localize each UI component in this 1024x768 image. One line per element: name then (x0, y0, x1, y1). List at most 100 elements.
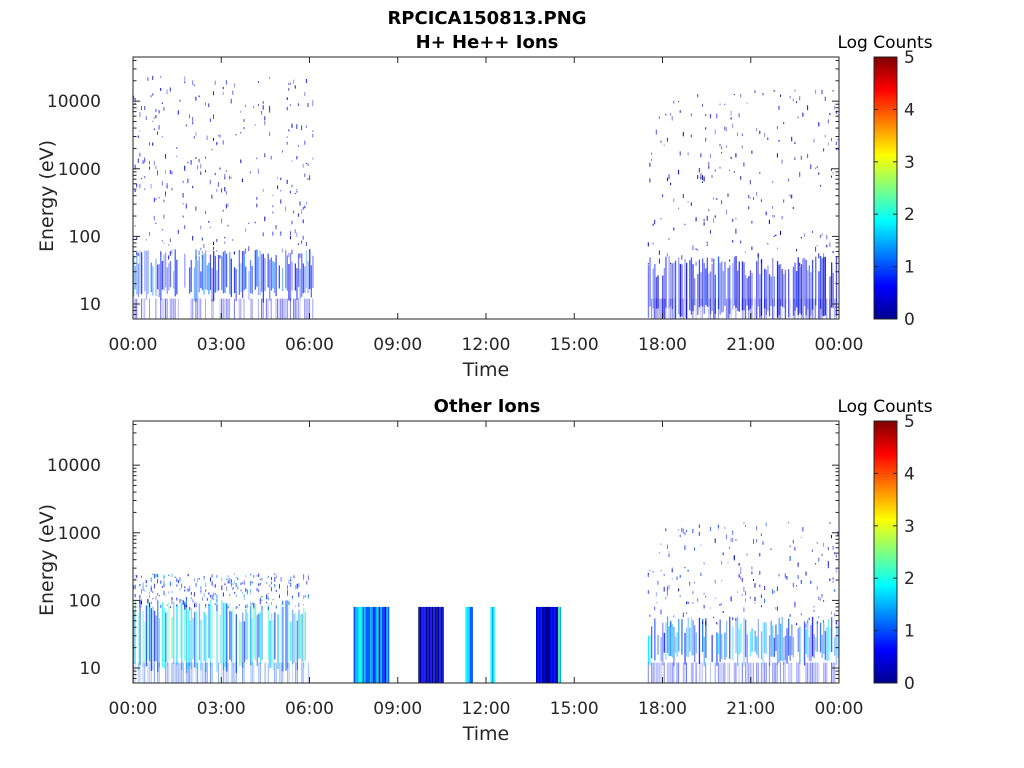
spectrogram-cell (205, 102, 206, 106)
spectrogram-cell (222, 140, 224, 145)
spectrogram-cell (702, 298, 703, 319)
spectrogram-cell (802, 527, 804, 532)
spectrogram-cell (214, 584, 216, 588)
spectrogram-cell (285, 298, 287, 319)
spectrogram-cell (157, 593, 159, 596)
spectrogram-cell (732, 218, 734, 222)
spectrogram-cell (666, 586, 668, 592)
spectrogram-cell (749, 270, 752, 309)
spectrogram-cell (678, 169, 680, 175)
spectrogram-cell (698, 259, 701, 308)
spectrogram-cell (557, 606, 559, 683)
spectrogram-cell (668, 551, 670, 553)
spectrogram-cell (189, 114, 190, 119)
spectrogram-cell (179, 662, 181, 683)
spectrogram-cell (224, 250, 226, 293)
spectrogram-cell (155, 198, 157, 200)
spectrogram-cell (185, 601, 187, 606)
spectrogram-cell (816, 166, 818, 169)
spectrogram-cell (136, 183, 138, 187)
spectrogram-cell (285, 206, 287, 212)
spectrogram-cell (245, 604, 247, 608)
spectrogram-cell (240, 159, 242, 164)
spectrogram-cell (280, 189, 282, 192)
spectrogram-cell (539, 606, 541, 683)
spectrogram-cell (469, 606, 472, 683)
spectrogram-cell (205, 662, 207, 683)
spectrogram-cell (235, 269, 237, 302)
spectrogram-cell (288, 662, 290, 683)
spectrogram-cell (280, 231, 282, 236)
spectrogram-cell (824, 256, 826, 316)
spectrogram-cell (827, 547, 829, 551)
spectrogram-cell (185, 662, 187, 683)
spectrogram-cell (810, 164, 812, 170)
spectrogram-cell (288, 82, 290, 86)
spectrogram-cell (226, 662, 228, 683)
spectrogram-cell (208, 604, 210, 658)
spectrogram-cell (233, 298, 235, 319)
spectrogram-cell (222, 298, 224, 319)
spectrogram-cell (717, 524, 719, 527)
spectrogram-cell (654, 662, 656, 683)
spectrogram-cell (543, 606, 545, 683)
spectrogram-cell (139, 183, 141, 189)
spectrogram-cell (149, 604, 150, 608)
spectrogram-cell (823, 662, 825, 683)
spectrogram-cell (305, 201, 307, 205)
spectrogram-cell (365, 606, 368, 683)
spectrogram-cell (705, 662, 707, 683)
spectrogram-cell (662, 298, 664, 319)
spectrogram-cell (262, 232, 264, 237)
spectrogram-cell (760, 260, 762, 264)
spectrogram-cell (493, 606, 495, 683)
spectrogram-cell (371, 606, 373, 683)
spectrogram-cell (190, 260, 192, 292)
colorbar-tick-label: 0 (904, 674, 915, 694)
spectrogram-cell (303, 604, 305, 606)
spectrogram-cell (216, 270, 218, 292)
spectrogram-cell (221, 218, 223, 224)
spectrogram-cell (824, 630, 826, 660)
spectrogram-cell (721, 580, 723, 582)
spectrogram-cell (299, 201, 301, 206)
spectrogram-cell (729, 259, 731, 262)
spectrogram-cell (702, 175, 703, 180)
spectrogram-cell (789, 635, 791, 661)
spectrogram-cell (706, 241, 708, 244)
spectrogram-cell (784, 270, 787, 319)
spectrogram-cell (651, 159, 652, 161)
spectrogram-cell (299, 254, 301, 258)
spectrogram-cell (275, 225, 277, 230)
spectrogram-cell (293, 79, 295, 84)
spectrogram-cell (829, 113, 831, 116)
spectrogram-cell (168, 591, 170, 594)
spectrogram-cell (245, 609, 247, 660)
spectrogram-cell (144, 298, 146, 319)
spectrogram-cell (261, 298, 263, 319)
spectrogram-cell (275, 605, 277, 608)
spectrogram-cell (134, 594, 136, 598)
spectrogram-cell (660, 217, 662, 220)
spectrogram-cell (729, 616, 731, 659)
spectrogram-cell (807, 154, 809, 158)
spectrogram-cell (147, 599, 149, 604)
spectrogram-cell (686, 612, 687, 614)
spectrogram-cell (225, 191, 227, 195)
spectrogram-cell (280, 177, 282, 181)
spectrogram-cell (784, 635, 787, 661)
spectrogram-cell (242, 612, 244, 668)
spectrogram-cell (289, 298, 291, 319)
spectrogram-cell (203, 592, 205, 598)
spectrogram-cell (783, 274, 785, 308)
spectrogram-cell (725, 298, 727, 319)
spectrogram-cell (152, 591, 154, 594)
spectrogram-cell (751, 628, 753, 652)
spectrogram-cell (743, 607, 745, 613)
spectrogram-cell (827, 619, 830, 661)
spectrogram-cell (245, 266, 247, 289)
spectrogram-cell (136, 575, 138, 578)
spectrogram-cell (788, 178, 789, 182)
spectrogram-cell (166, 610, 168, 666)
spectrogram-cell (139, 250, 141, 294)
